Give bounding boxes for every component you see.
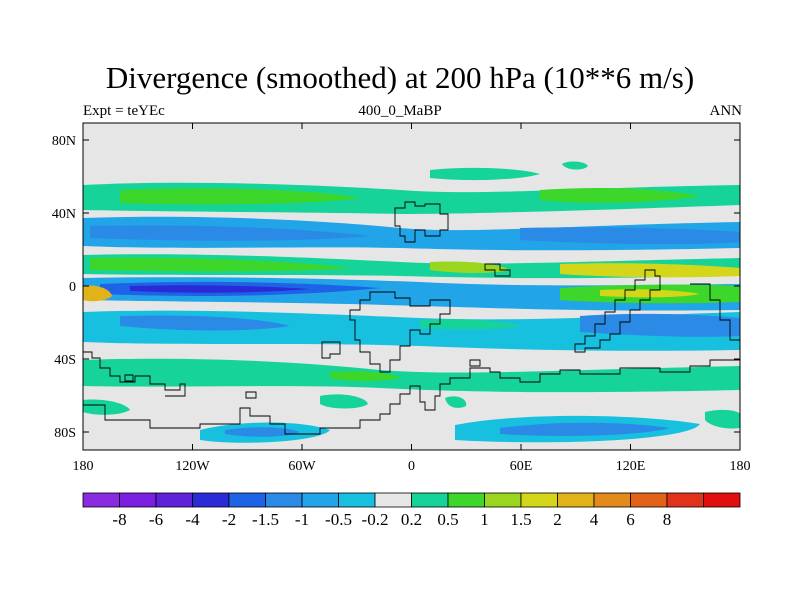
band-45n-lightgreen: [120, 188, 360, 205]
lon-label-180w: 180: [73, 459, 94, 474]
patch-55s-east: [445, 396, 467, 408]
outline-small-island-north: [484, 263, 511, 277]
plot-title: Divergence (smoothed) at 200 hPa (10**6 …: [105, 60, 695, 95]
lat-label-80s: 80S: [54, 426, 76, 441]
period-label: 400_0_MaBP: [358, 103, 442, 119]
lon-label-120w: 120W: [175, 459, 210, 474]
colorbar-label: -1.5: [252, 510, 279, 529]
outline-small-island-south-b: [469, 359, 481, 367]
colorbar-label: -0.2: [362, 510, 389, 529]
patch-70s-east-core: [500, 422, 670, 436]
outline-southern-continent: [83, 359, 740, 435]
colorbar-box: [374, 492, 412, 508]
colorbar-box: [119, 492, 157, 508]
colorbar-label: 1: [480, 510, 489, 529]
lat-axis: [83, 139, 740, 433]
patch-10s-west: [83, 285, 112, 302]
outline-central-continent: [349, 291, 451, 373]
colorbar-box: [192, 492, 230, 508]
lon-label-60w: 60W: [288, 459, 316, 474]
colorbar-label: 6: [626, 510, 635, 529]
colorbar-box: [666, 492, 704, 508]
patch-30s-east: [580, 313, 740, 337]
outline-small-island-south-a: [321, 341, 341, 359]
outline-eastern-continent: [574, 269, 661, 353]
lon-label-60e: 60E: [510, 459, 533, 474]
colorbar-label: 0.2: [401, 510, 422, 529]
patch-30s-green: [420, 319, 520, 330]
colorbar-box: [265, 492, 303, 508]
colorbar-box: [155, 492, 193, 508]
band-45s-green: [83, 358, 740, 393]
lon-axis: [82, 123, 631, 450]
lon-labels: 180 120W 60W 0 60E 120E 180: [73, 459, 751, 474]
season-label: ANN: [709, 103, 743, 119]
colorbar-box: [338, 492, 376, 508]
colorbar-label: -0.5: [325, 510, 352, 529]
patch-30n-east: [520, 227, 740, 245]
colorbar-box: [484, 492, 522, 508]
patch-55s-mid: [320, 394, 368, 409]
colorbar-label: -1: [295, 510, 309, 529]
lat-label-40n: 40N: [52, 207, 76, 222]
colorbar-label: -2: [222, 510, 236, 529]
colorbar-box: [557, 492, 595, 508]
colorbar: -8 -6 -4 -2 -1.5 -1 -0.5 -0.2 0.2 0.5 1 1.5 2 4 6 8: [82, 492, 741, 529]
colorbar-box: [447, 492, 485, 508]
colorbar-label: 4: [590, 510, 599, 529]
colorbar-box: [228, 492, 266, 508]
outline-islet-south: [245, 391, 257, 399]
patch-45s: [330, 371, 400, 381]
experiment-label: Expt = teYEc: [83, 103, 165, 119]
patch-55s-west: [83, 399, 130, 415]
colorbar-label: 1.5: [510, 510, 531, 529]
divergence-field: [83, 123, 740, 450]
lat-label-80n: 80N: [52, 134, 76, 149]
lat-label-0: 0: [69, 280, 76, 295]
colorbar-box: [411, 492, 449, 508]
outline-northern-continent: [394, 201, 449, 243]
patch-45n-east: [540, 188, 700, 203]
outline-west-coast: [83, 351, 186, 397]
colorbar-label: 8: [663, 510, 672, 529]
colorbar-box: [703, 492, 741, 508]
outline-islet-west: [124, 374, 134, 382]
colorbar-label: -8: [112, 510, 126, 529]
lat-labels: 80N 40N 0 40S 80S: [52, 134, 76, 441]
band-20n-lightgreen: [90, 257, 350, 272]
colorbar-box: [630, 492, 668, 508]
continent-outlines: [83, 201, 740, 435]
colorbar-box: [520, 492, 558, 508]
colorbar-box: [82, 492, 120, 508]
patch-30s-west: [120, 315, 290, 331]
band-eq-core: [130, 285, 310, 293]
lat-label-40s: 40S: [54, 353, 76, 368]
patch-70s-west-core: [225, 427, 300, 437]
colorbar-label: 0.5: [437, 510, 458, 529]
colorbar-box: [593, 492, 631, 508]
outline-east-landmass: [690, 283, 740, 341]
colorbar-label: 2: [553, 510, 562, 529]
patch-60n: [430, 167, 540, 181]
patch-70n: [562, 161, 588, 170]
patch-70s-far-east: [705, 409, 740, 429]
colorbar-box: [301, 492, 339, 508]
band-30n-midblue: [90, 225, 370, 241]
colorbar-label: -6: [149, 510, 163, 529]
lon-label-120e: 120E: [616, 459, 646, 474]
colorbar-label: -4: [185, 510, 200, 529]
lon-label-0: 0: [408, 459, 415, 474]
lon-label-180e: 180: [730, 459, 751, 474]
